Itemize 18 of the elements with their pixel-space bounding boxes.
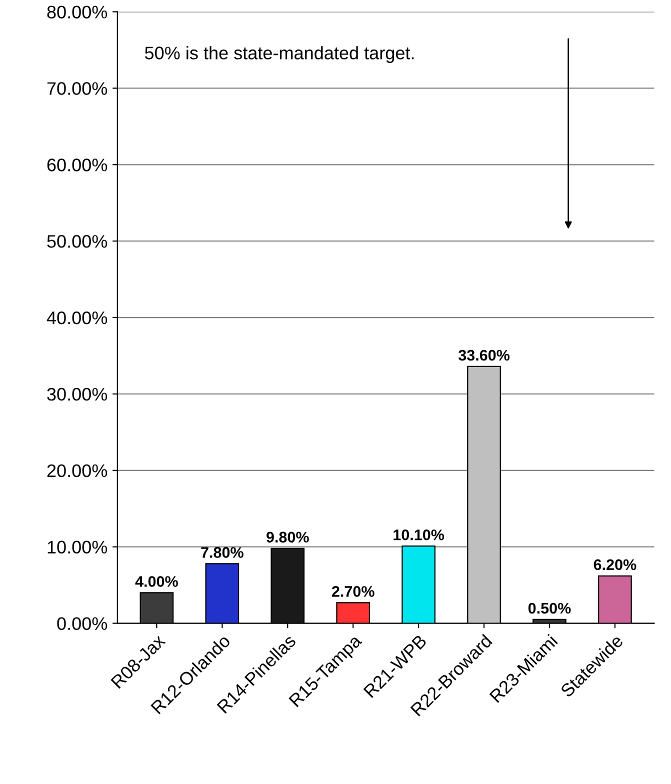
y-tick-label: 60.00% — [47, 158, 108, 172]
y-tick-label: 80.00% — [47, 6, 108, 18]
data-label: 33.60% — [458, 350, 510, 361]
y-tick-label: 40.00% — [46, 311, 108, 324]
y-tick-label: 70.00% — [47, 82, 108, 95]
y-tick-label: 10.00% — [48, 540, 108, 554]
data-label: 2.70% — [332, 586, 374, 597]
data-label: 10.10% — [394, 529, 444, 540]
data-label: 0.50% — [528, 602, 571, 614]
y-tick-label: 0.00% — [57, 617, 108, 630]
y-tick-label: 20.00% — [47, 464, 108, 478]
data-label: 6.20% — [594, 559, 636, 570]
y-tick-label: 30.00% — [47, 388, 108, 401]
annotation: 50% is the state-mandated target. — [144, 46, 414, 63]
data-label: 4.00% — [135, 576, 178, 587]
data-label: 7.80% — [201, 547, 244, 558]
y-tick-label: 50.00% — [47, 235, 108, 248]
data-label: 9.80% — [266, 532, 309, 543]
